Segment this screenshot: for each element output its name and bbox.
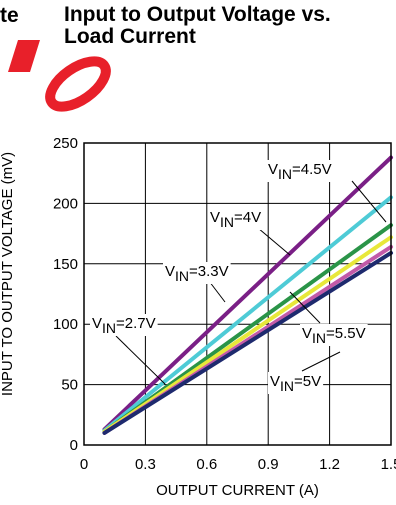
series-annotation-label: VIN=5V [270,373,321,394]
chart-title-line-2: Load Current [64,25,196,48]
y-tick-labels: 0 50 100 150 200 250 [53,135,78,454]
series-line [102,235,393,434]
annotation-leader-line [257,227,291,256]
x-tick-label: 0.9 [258,456,279,473]
annotation-leader-line [115,335,166,385]
annotation-background [208,208,264,230]
y-tick-label: 200 [53,195,78,212]
annotation-background [163,262,231,284]
annotation-leader-line [351,180,387,223]
plot-frame [83,142,392,446]
annotation-leader-line [289,291,321,324]
annotation-leader-line [301,351,341,372]
annotation-leader-line [208,280,226,303]
series-line [102,155,393,432]
watermark-shape [8,40,111,112]
series-annotation-label: VIN=3.3V [165,263,229,284]
series-annotation-label: VIN=4.5V [268,161,332,182]
annotation-background [266,160,334,182]
x-tick-label: 1.2 [319,456,340,473]
series-annotation-label: VIN=2.7V [92,315,156,336]
y-tick-label: 250 [53,135,78,152]
x-tick-label: 0.3 [135,456,156,473]
x-axis-label: OUTPUT CURRENT (A) [156,482,319,499]
grid [84,143,391,445]
series-line [102,250,393,435]
y-tick-label: 100 [53,316,78,333]
y-axis-label: INPUT TO OUTPUT VOLTAGE (mV) [0,152,16,396]
series-line [102,195,393,433]
x-tick-labels: 0 0.3 0.6 0.9 1.2 1.5 [80,456,396,473]
series-layer [102,155,393,435]
y-tick-label: 150 [53,256,78,273]
y-tick-label: 50 [61,377,78,394]
annotation-background [90,314,158,336]
x-tick-label: 0 [80,456,88,473]
chart-title-line-1: Input to Output Voltage vs. [64,3,331,26]
series-annotation-label: VIN=5.5V [302,325,366,346]
annotation-background [300,324,368,346]
x-tick-label: 1.5 [381,456,396,473]
annotation-background [268,372,324,394]
series-annotation-label: VIN=4V [210,209,261,230]
chart-title: Input to Output Voltage vs. Load Current [64,4,396,48]
y-tick-label: 0 [70,437,78,454]
title-fragment: te [0,4,19,27]
series-annotations: VIN=4.5V VIN=4V VIN=3.3V VIN=2.7V VIN=5.5V VI… [90,160,387,394]
x-tick-label: 0.6 [196,456,217,473]
